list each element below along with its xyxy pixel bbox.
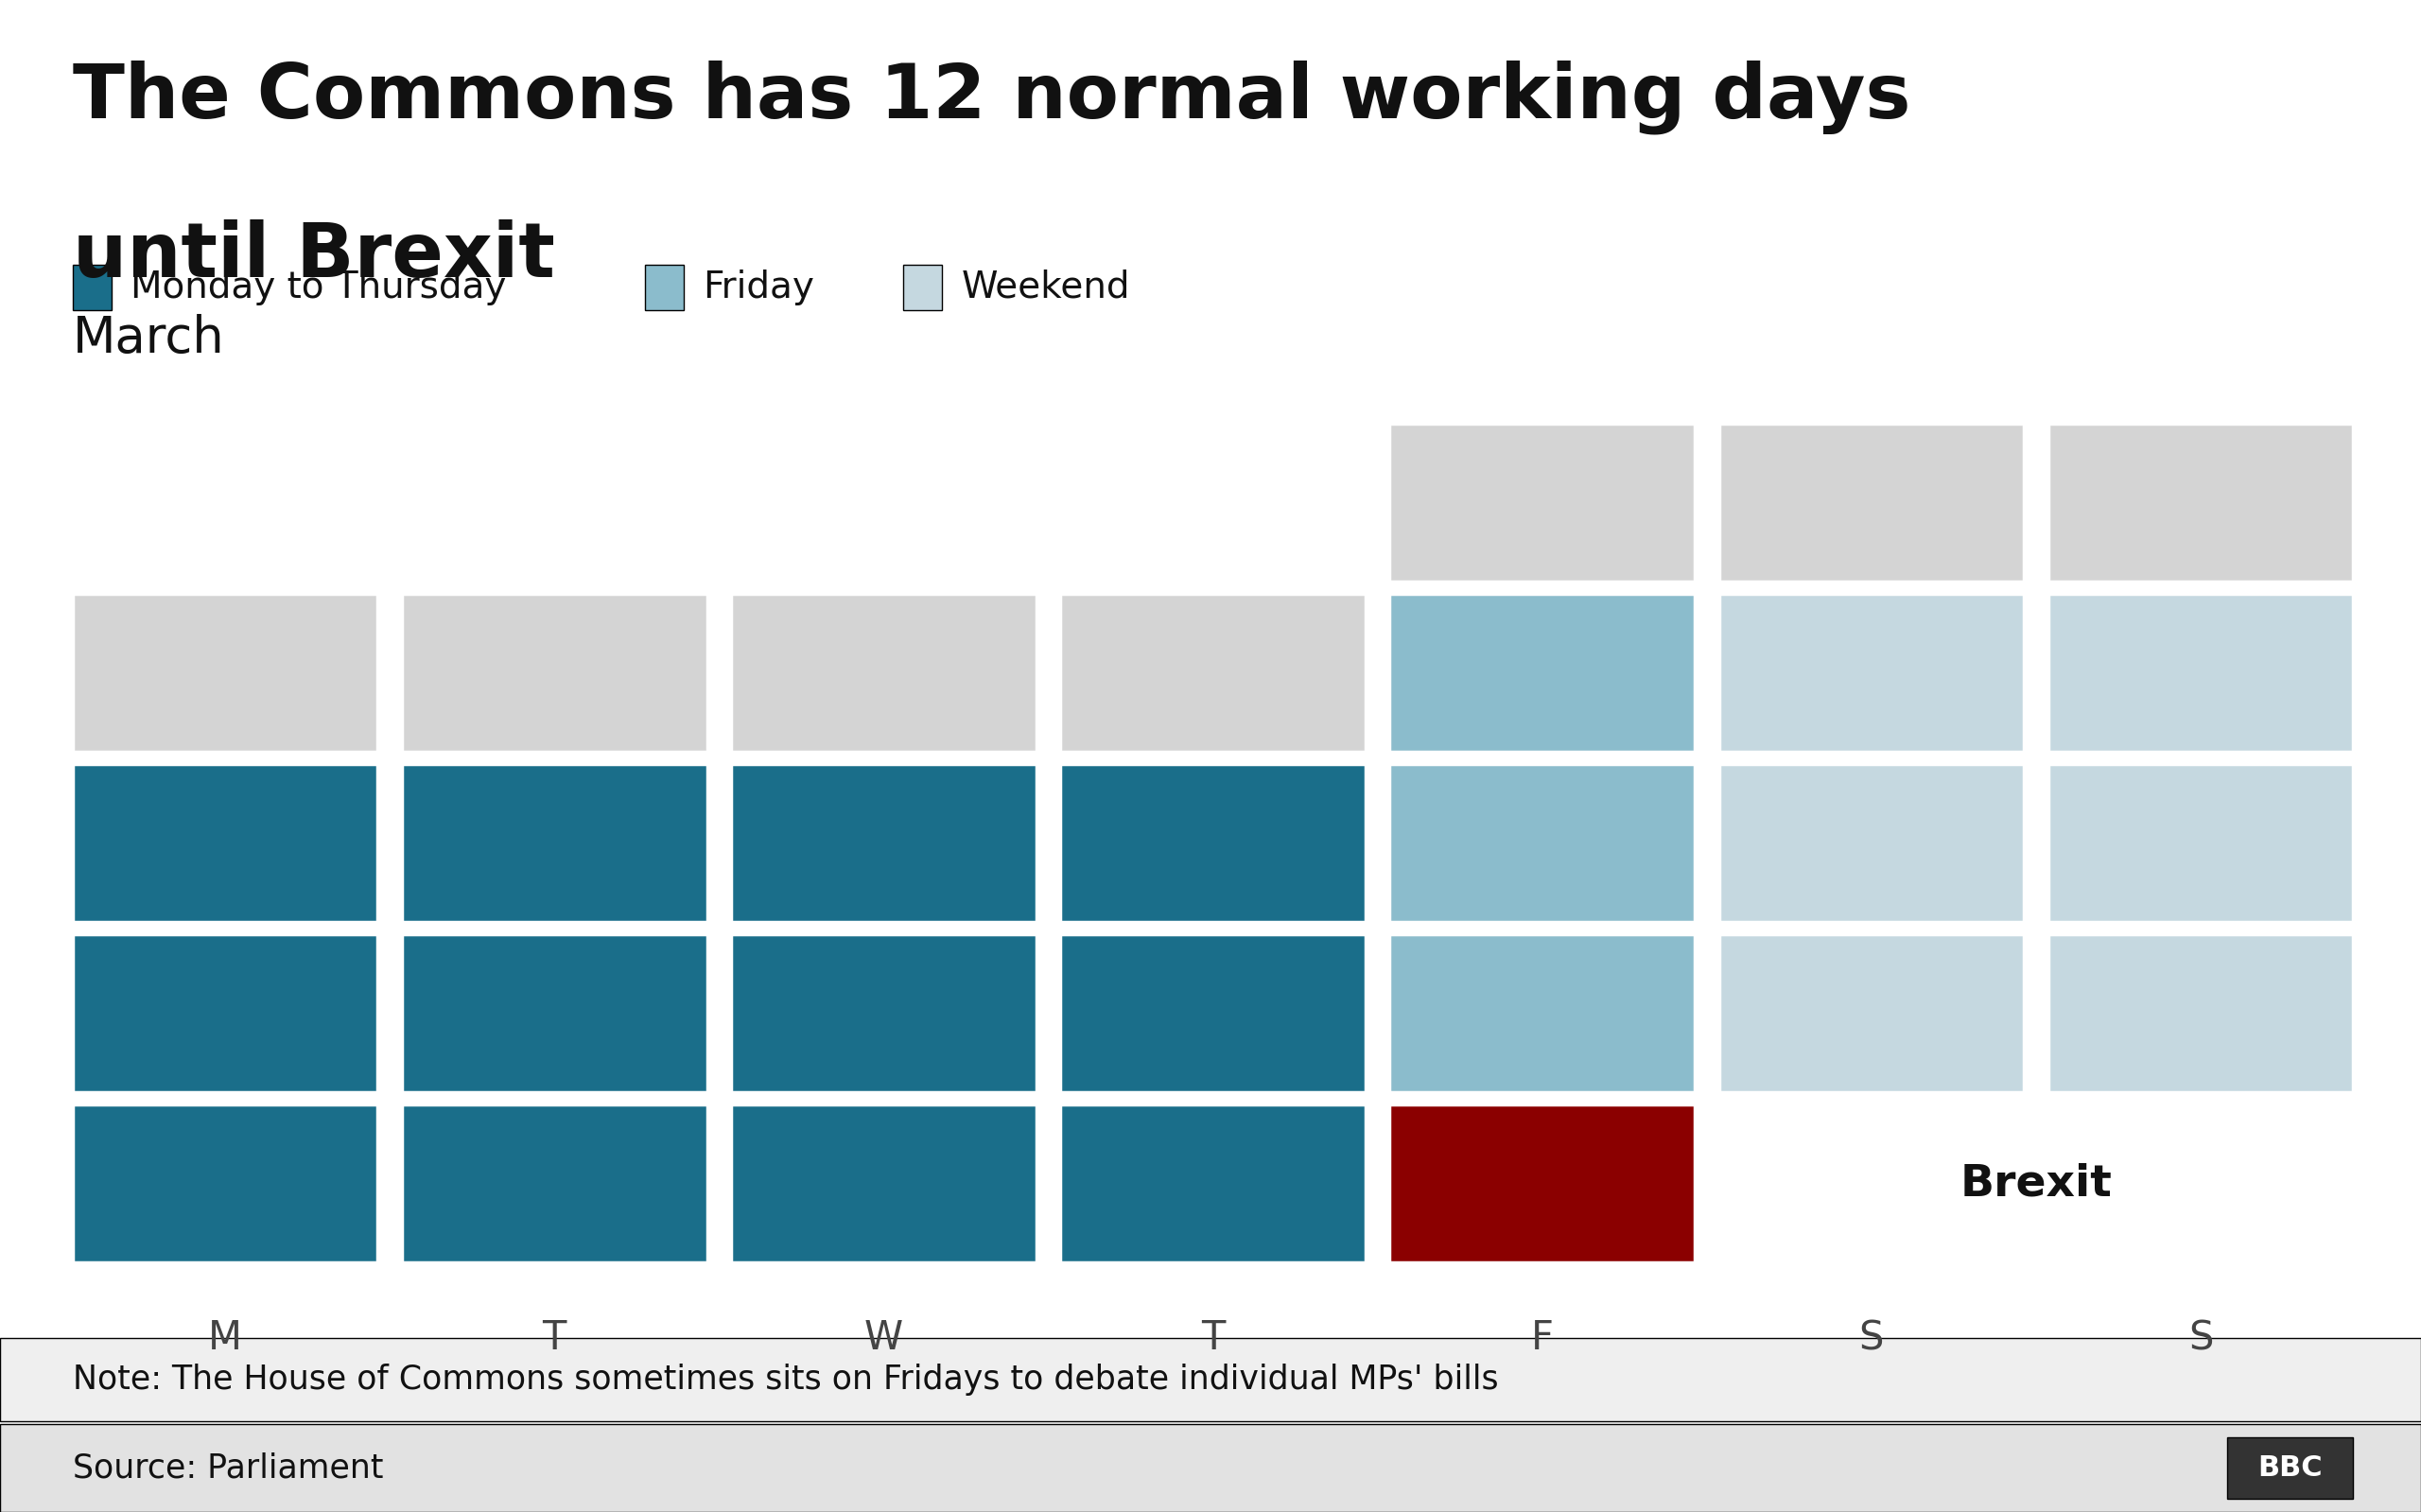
Text: March: March: [73, 313, 225, 363]
FancyBboxPatch shape: [73, 934, 378, 1092]
FancyBboxPatch shape: [2048, 934, 2353, 1092]
Text: S: S: [1859, 1318, 1884, 1358]
Text: Note: The House of Commons sometimes sits on Fridays to debate individual MPs' b: Note: The House of Commons sometimes sit…: [73, 1364, 1499, 1396]
FancyBboxPatch shape: [73, 265, 111, 310]
FancyBboxPatch shape: [1390, 764, 1695, 922]
FancyBboxPatch shape: [1060, 764, 1365, 922]
Text: F: F: [1530, 1318, 1554, 1358]
FancyBboxPatch shape: [402, 764, 707, 922]
Text: Monday to Thursday: Monday to Thursday: [131, 269, 506, 305]
FancyBboxPatch shape: [402, 1104, 707, 1263]
FancyBboxPatch shape: [1390, 1104, 1695, 1263]
FancyBboxPatch shape: [731, 594, 1036, 751]
Text: Friday: Friday: [702, 269, 813, 305]
FancyBboxPatch shape: [402, 934, 707, 1092]
FancyBboxPatch shape: [2227, 1438, 2353, 1498]
FancyBboxPatch shape: [903, 265, 942, 310]
FancyBboxPatch shape: [1060, 1104, 1365, 1263]
FancyBboxPatch shape: [402, 594, 707, 751]
FancyBboxPatch shape: [0, 1338, 2421, 1421]
FancyBboxPatch shape: [1719, 423, 2024, 582]
FancyBboxPatch shape: [1719, 934, 2024, 1092]
FancyBboxPatch shape: [644, 265, 683, 310]
FancyBboxPatch shape: [1719, 594, 2024, 751]
FancyBboxPatch shape: [1719, 764, 2024, 922]
FancyBboxPatch shape: [2048, 594, 2353, 751]
FancyBboxPatch shape: [2048, 423, 2353, 582]
FancyBboxPatch shape: [73, 764, 378, 922]
FancyBboxPatch shape: [1060, 934, 1365, 1092]
FancyBboxPatch shape: [73, 594, 378, 751]
Text: BBC: BBC: [2259, 1455, 2322, 1482]
FancyBboxPatch shape: [1060, 594, 1365, 751]
FancyBboxPatch shape: [1390, 934, 1695, 1092]
Text: Weekend: Weekend: [961, 269, 1131, 305]
Text: T: T: [542, 1318, 567, 1358]
FancyBboxPatch shape: [731, 934, 1036, 1092]
FancyBboxPatch shape: [731, 1104, 1036, 1263]
FancyBboxPatch shape: [731, 764, 1036, 922]
FancyBboxPatch shape: [2048, 764, 2353, 922]
Text: S: S: [2189, 1318, 2213, 1358]
Text: T: T: [1201, 1318, 1225, 1358]
FancyBboxPatch shape: [1390, 423, 1695, 582]
Text: The Commons has 12 normal working days: The Commons has 12 normal working days: [73, 60, 1910, 135]
FancyBboxPatch shape: [73, 1104, 378, 1263]
Text: M: M: [208, 1318, 242, 1358]
FancyBboxPatch shape: [1390, 594, 1695, 751]
FancyBboxPatch shape: [0, 1424, 2421, 1512]
Text: Source: Parliament: Source: Parliament: [73, 1452, 383, 1485]
Text: Brexit: Brexit: [1961, 1163, 2111, 1205]
Text: W: W: [864, 1318, 903, 1358]
Text: until Brexit: until Brexit: [73, 219, 554, 293]
